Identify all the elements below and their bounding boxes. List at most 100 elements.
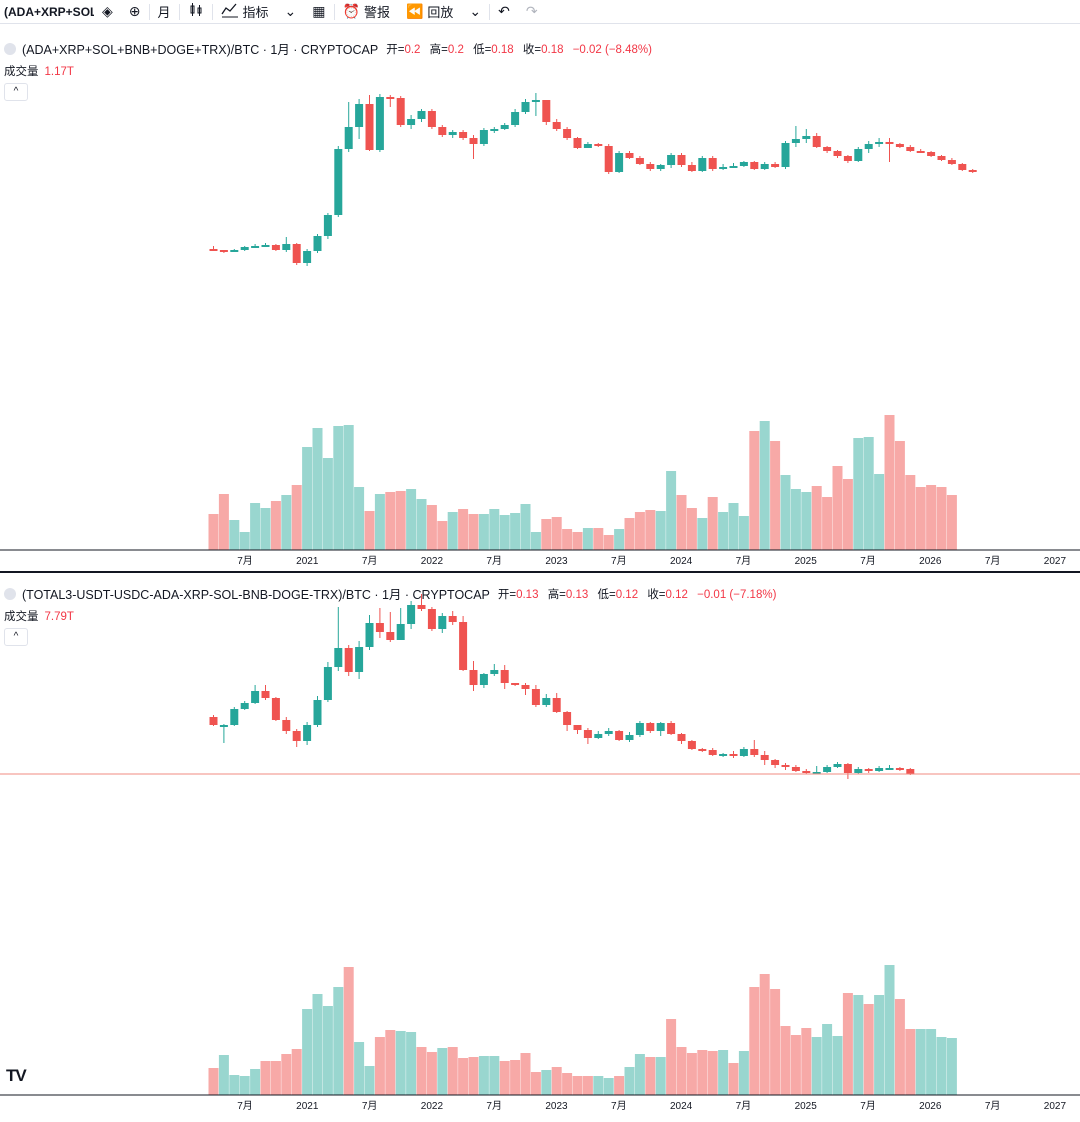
candle-body: [729, 754, 738, 756]
candle-body: [843, 764, 852, 773]
volume-bar: [749, 987, 760, 1095]
volume-bar: [291, 485, 302, 550]
pane-1-volume-legend[interactable]: 成交量 1.17T: [4, 66, 74, 78]
time-axis-tick-label: 7月: [237, 555, 253, 567]
replay-button[interactable]: ⏪ 回放: [398, 0, 461, 24]
candle-body: [854, 769, 863, 773]
volume-bar: [863, 1004, 874, 1095]
compare-symbol-button[interactable]: ◈: [94, 0, 121, 24]
candle-body: [750, 162, 759, 169]
candle-body: [604, 146, 613, 172]
candle-body: [459, 132, 468, 138]
volume-bar: [915, 1029, 926, 1095]
volume-bar: [343, 425, 354, 550]
candle-body: [625, 153, 634, 158]
volume-bar: [416, 499, 427, 550]
volume-bar: [946, 495, 957, 550]
candle-body: [594, 144, 603, 146]
volume-bar: [697, 1050, 708, 1095]
chart-type-button[interactable]: [180, 0, 212, 24]
candle-body: [323, 215, 332, 236]
candle-body: [417, 605, 426, 609]
volume-bar: [936, 1037, 947, 1095]
pane-1-title[interactable]: (ADA+XRP+SOL+BNB+DOGE+TRX)/BTC · 1月 · CR…: [22, 43, 379, 57]
volume-bar: [489, 1056, 500, 1095]
candle-body: [469, 138, 478, 144]
volume-bar: [281, 495, 292, 550]
volume-bar: [343, 967, 354, 1095]
pane-2-title[interactable]: (TOTAL3-USDT-USDC-ADA-XRP-SOL-BNB-DOGE-T…: [22, 588, 490, 602]
pane-2-chart[interactable]: 7月 2021 7月 2022 7月 2023 7月 2024 7月 2025 7月 2026 7月 20…: [0, 573, 1080, 1118]
candle-body: [677, 155, 686, 165]
volume-bar: [666, 471, 677, 550]
candle-body: [573, 725, 582, 730]
undo-button[interactable]: ↶: [490, 0, 518, 24]
volume-bar: [770, 989, 781, 1095]
volume-bar: [208, 514, 219, 550]
candle-body: [656, 165, 665, 169]
volume-bar: [801, 1028, 812, 1095]
volume-bar: [915, 487, 926, 550]
pane-2-collapse-button[interactable]: ^: [4, 628, 28, 646]
volume-bar: [728, 1063, 739, 1095]
pane-2-volume-legend[interactable]: 成交量 7.79T: [4, 611, 74, 623]
volume-bar: [489, 509, 500, 550]
interval-button[interactable]: 月: [150, 0, 179, 24]
volume-bar: [354, 1042, 365, 1095]
volume-bar: [718, 512, 729, 550]
candle-body: [635, 723, 644, 735]
replay-label: 回放: [427, 5, 454, 20]
symbol-search-button[interactable]: (ADA+XRP+SOL+BNB+DOGE+TRX)/BTC: [0, 0, 94, 24]
volume-bar: [572, 532, 583, 550]
volume-bar: [510, 1060, 521, 1095]
toolbar-divider: [148, 3, 150, 20]
candle-body: [531, 100, 540, 102]
candle-body: [427, 609, 436, 629]
volume-bar: [416, 1047, 427, 1095]
volume-bar: [364, 511, 375, 550]
volume-bar: [447, 512, 458, 550]
volume-bar: [614, 1076, 625, 1095]
replay-dropdown[interactable]: ⌄: [461, 0, 489, 24]
candle-body: [937, 156, 946, 160]
alerts-button[interactable]: ⏰ 警报: [335, 0, 398, 24]
pane-1-collapse-button[interactable]: ^: [4, 83, 28, 101]
volume-bar: [738, 1051, 749, 1095]
volume-bar: [354, 487, 365, 550]
volume-bar: [842, 993, 853, 1095]
volume-bar: [676, 495, 687, 550]
candle-body: [895, 144, 904, 147]
time-axis-tick-label: 2025: [795, 1101, 818, 1112]
pane-1-chart[interactable]: 7月 2021 7月 2022 7月 2023 7月 2024 7月 2025 7月 2026 7月 20…: [0, 28, 1080, 573]
top-toolbar: (ADA+XRP+SOL+BNB+DOGE+TRX)/BTC ◈ ⊕ 月 指标 …: [0, 0, 1080, 24]
candle-body: [729, 166, 738, 168]
candle-body: [885, 768, 894, 770]
candle-body: [864, 769, 873, 771]
symbol-label: (ADA+XRP+SOL+BNB+DOGE+TRX)/BTC: [4, 4, 94, 19]
candle-body: [323, 667, 332, 700]
time-axis-tick-label: 2027: [1044, 1101, 1067, 1112]
volume-bar: [520, 1053, 531, 1095]
volume-bar: [770, 441, 781, 550]
layout-button[interactable]: ▦: [304, 0, 333, 24]
volume-bar: [614, 529, 625, 550]
indicators-button[interactable]: 指标: [213, 0, 277, 24]
volume-bar: [936, 487, 947, 550]
volume-bar: [686, 508, 697, 550]
indicators-dropdown[interactable]: ⌄: [277, 0, 305, 24]
volume-bar: [270, 1061, 281, 1095]
candle-body: [812, 136, 821, 147]
volume-bar: [894, 999, 905, 1095]
tradingview-logo: TV: [6, 1066, 27, 1085]
candle-body: [511, 683, 520, 685]
candle-body: [719, 754, 728, 756]
volume-bar: [593, 528, 604, 550]
volume-bar: [437, 521, 448, 550]
redo-button[interactable]: ↷: [518, 0, 546, 24]
candle-body: [656, 723, 665, 731]
chevron-down-icon: ⌄: [469, 3, 482, 19]
candle-body: [552, 122, 561, 129]
add-symbol-button[interactable]: ⊕: [121, 0, 149, 24]
candle-body: [469, 670, 478, 685]
candle-body: [365, 623, 374, 647]
